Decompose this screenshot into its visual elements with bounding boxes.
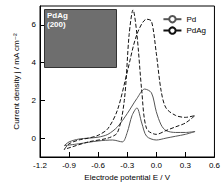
- svg-text:4: 4: [32, 58, 37, 67]
- svg-text:6: 6: [32, 20, 37, 29]
- svg-text:-0.6: -0.6: [91, 161, 105, 170]
- svg-text:-0.9: -0.9: [62, 161, 76, 170]
- svg-text:0: 0: [32, 134, 37, 143]
- svg-text:0.0: 0.0: [151, 161, 163, 170]
- svg-text:-1.2: -1.2: [33, 161, 47, 170]
- svg-text:(200): (200): [47, 20, 66, 29]
- svg-text:Electrode potential E / V: Electrode potential E / V: [84, 173, 170, 182]
- svg-text:2: 2: [32, 96, 37, 105]
- svg-text:Pd: Pd: [186, 15, 196, 24]
- svg-text:0.6: 0.6: [209, 161, 221, 170]
- svg-text:Current density j / mA cm⁻²: Current density j / mA cm⁻²: [12, 33, 21, 130]
- svg-text:-0.3: -0.3: [120, 161, 134, 170]
- svg-text:0.3: 0.3: [180, 161, 192, 170]
- svg-text:PdAg: PdAg: [186, 26, 206, 35]
- svg-text:PdAg: PdAg: [47, 11, 68, 20]
